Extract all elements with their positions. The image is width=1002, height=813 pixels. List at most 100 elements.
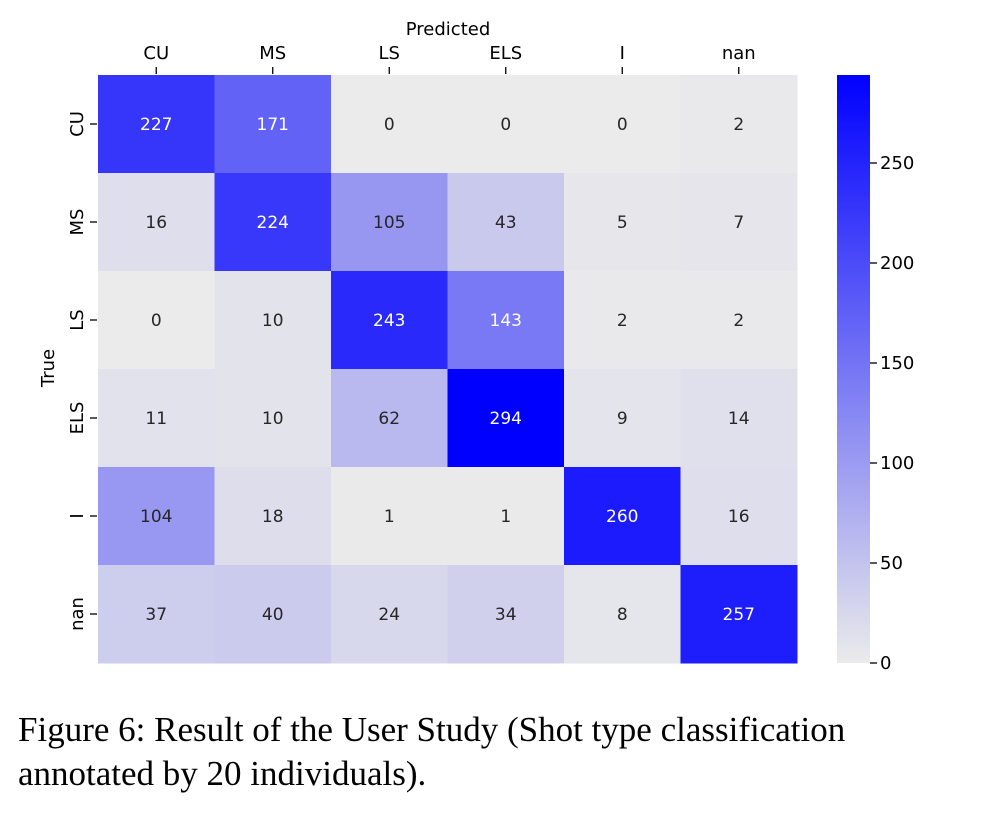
cell-value-label: 16: [145, 213, 167, 233]
y-tick-label: MS: [67, 209, 88, 236]
cell-value-label: 62: [378, 409, 400, 429]
cell-value-label: 5: [617, 213, 628, 233]
heatmap-cell: [680, 565, 798, 664]
heatmap-cell: [680, 467, 798, 566]
cell-value-label: 227: [140, 115, 172, 135]
cell-value-label: 10: [262, 409, 284, 429]
heatmap-cell: [331, 565, 448, 664]
x-tick-label: MS: [259, 43, 286, 64]
cell-value-label: 260: [606, 507, 638, 527]
colorbar-tick-label: 150: [880, 353, 914, 374]
cell-value-label: 37: [145, 605, 167, 625]
heatmap-cell: [447, 173, 565, 272]
cell-value-label: 294: [490, 409, 522, 429]
y-tick-label: I: [67, 513, 88, 518]
colorbar-ticks: 0 50 100 150 200 250: [870, 153, 914, 674]
cell-value-label: 0: [500, 115, 511, 135]
cell-value-label: 10: [262, 311, 284, 331]
cell-value-label: 9: [617, 409, 628, 429]
heatmap-cell: [214, 467, 332, 566]
heatmap-cell: [564, 369, 681, 468]
heatmap-cell: [331, 75, 448, 174]
heatmap-cell: [331, 173, 448, 272]
x-tick-label: LS: [379, 43, 400, 64]
figure-caption: Figure 6: Result of the User Study (Shot…: [18, 708, 998, 796]
heatmap-cell: [447, 75, 565, 174]
heatmap-cell: [680, 369, 798, 468]
cell-value-label: 143: [490, 311, 522, 331]
cell-value-label: 2: [733, 311, 744, 331]
heatmap-cell: [564, 467, 681, 566]
cell-value-label: 171: [257, 115, 289, 135]
cell-value-label: 1: [384, 507, 395, 527]
heatmap-cell: [680, 173, 798, 272]
colorbar-tick-label: 50: [880, 553, 903, 574]
heatmap-cell: [98, 75, 215, 174]
cell-value-label: 1: [500, 507, 511, 527]
cell-value-label: 43: [495, 213, 517, 233]
cell-value-label: 0: [384, 115, 395, 135]
cell-value-label: 8: [617, 605, 628, 625]
heatmap-cell: [564, 271, 681, 370]
cell-value-label: 34: [495, 605, 517, 625]
cell-value-label: 18: [262, 507, 284, 527]
y-tick-label: nan: [67, 597, 88, 631]
heatmap-cell: [680, 271, 798, 370]
heatmap-cell: [214, 173, 332, 272]
cell-value-label: 224: [257, 213, 289, 233]
y-axis-label: True: [38, 349, 59, 388]
cell-value-label: 0: [151, 311, 162, 331]
cell-value-label: 40: [262, 605, 284, 625]
heatmap-cell: [331, 271, 448, 370]
x-tick-label: ELS: [489, 43, 522, 64]
y-tick-label: ELS: [67, 402, 88, 435]
cell-value-label: 2: [617, 311, 628, 331]
heatmap-cells: [98, 75, 798, 664]
caption-line-1: Figure 6: Result of the User Study (Shot…: [18, 710, 846, 749]
heatmap-cell: [214, 565, 332, 664]
heatmap-cell: [214, 75, 332, 174]
colorbar: 0 50 100 150 200 250: [837, 75, 914, 674]
heatmap-cell: [447, 565, 565, 664]
colorbar-tick-label: 0: [880, 653, 891, 674]
cell-value-label: 11: [145, 409, 167, 429]
heatmap-cell: [680, 75, 798, 174]
heatmap-cell: [331, 467, 448, 566]
heatmap-cell: [98, 565, 215, 664]
cell-value-label: 105: [373, 213, 405, 233]
cell-value-label: 0: [617, 115, 628, 135]
heatmap-cell: [214, 271, 332, 370]
cell-value-label: 104: [140, 507, 172, 527]
heatmap-cell: [564, 565, 681, 664]
heatmap-cell: [98, 271, 215, 370]
heatmap-cell: [331, 369, 448, 468]
cell-value-label: 243: [373, 311, 405, 331]
y-tick-label: LS: [67, 309, 88, 330]
x-tick-label: nan: [722, 43, 756, 64]
colorbar-gradient: [837, 75, 870, 663]
heatmap-cell: [447, 467, 565, 566]
heatmap-cell: [564, 173, 681, 272]
x-tick-label: CU: [143, 43, 169, 64]
x-tick-label: I: [620, 43, 625, 64]
heatmap-cell: [447, 271, 565, 370]
cell-value-label: 24: [378, 605, 400, 625]
caption-line-2: annotated by 20 individuals).: [18, 754, 427, 793]
cell-value-label: 7: [733, 213, 744, 233]
colorbar-tick-label: 250: [880, 153, 914, 174]
cell-value-label: 16: [728, 507, 750, 527]
colorbar-tick-label: 100: [880, 453, 914, 474]
heatmap-cell: [447, 369, 565, 468]
heatmap-cell: [98, 467, 215, 566]
heatmap-cell-labels: 227 171 0 0 0 216 224 105 43 5 70 10 243 143 2 211 10 62 2…: [140, 115, 755, 625]
cell-value-label: 2: [733, 115, 744, 135]
heatmap-cell: [98, 173, 215, 272]
heatmap-cell: [214, 369, 332, 468]
heatmap-cell: [98, 369, 215, 468]
cell-value-label: 14: [728, 409, 750, 429]
heatmap-cell: [564, 75, 681, 174]
colorbar-tick-label: 200: [880, 253, 914, 274]
